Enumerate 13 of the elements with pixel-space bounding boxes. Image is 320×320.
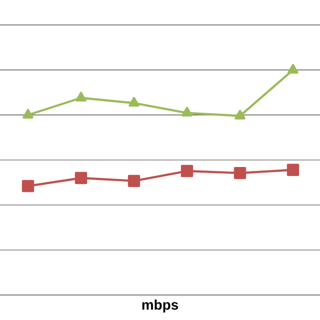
point xyxy=(128,96,140,107)
point xyxy=(128,174,140,187)
point xyxy=(74,172,88,184)
point xyxy=(286,164,300,176)
point xyxy=(180,164,194,178)
point xyxy=(22,180,34,192)
point xyxy=(288,64,298,74)
x-axis-title: mbps xyxy=(142,300,178,313)
point xyxy=(76,92,86,102)
point xyxy=(234,166,246,180)
point xyxy=(182,106,192,117)
point xyxy=(22,108,34,119)
point xyxy=(234,110,246,120)
